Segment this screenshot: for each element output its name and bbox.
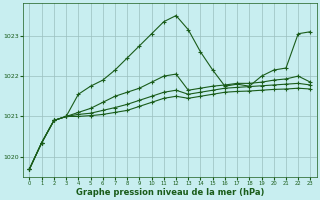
X-axis label: Graphe pression niveau de la mer (hPa): Graphe pression niveau de la mer (hPa) bbox=[76, 188, 264, 197]
